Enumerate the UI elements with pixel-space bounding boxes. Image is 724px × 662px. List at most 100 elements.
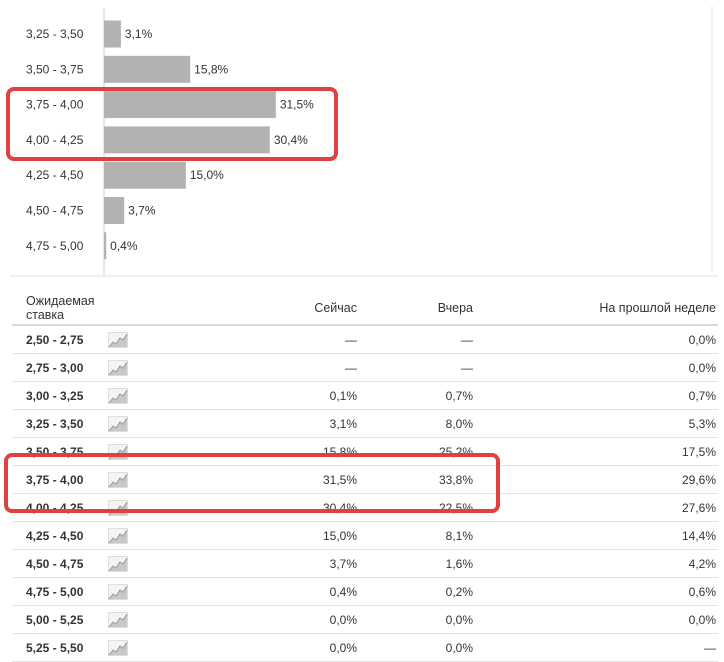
bar-value-label: 30,4%: [274, 133, 308, 147]
row-sparkline-cell: [106, 577, 260, 606]
row-now-value: 3,7%: [260, 549, 359, 578]
row-range: 4,75 - 5,00: [12, 577, 106, 606]
row-last-week-value: 4,2%: [475, 549, 718, 578]
table-row: 3,25 - 3,50 3,1% 8,0% 5,3%: [12, 409, 718, 438]
row-yesterday-value: 8,0%: [359, 409, 475, 438]
row-now-value: 3,1%: [260, 409, 359, 438]
table-row: 4,00 - 4,25 30,4% 22,5% 27,6%: [12, 493, 718, 522]
row-now-value: 0,1%: [260, 381, 359, 410]
table-header-row: Ожидаемая ставка Сейчас Вчера На прошлой…: [12, 292, 718, 326]
sparkline-chart-icon[interactable]: [108, 443, 128, 460]
row-range: 4,25 - 4,50: [12, 521, 106, 550]
row-range: 2,75 - 3,00: [12, 353, 106, 382]
row-sparkline-cell: [106, 465, 260, 494]
row-range: 3,50 - 3,75: [12, 437, 106, 466]
table-row: 4,75 - 5,00 0,4% 0,2% 0,6%: [12, 577, 718, 606]
table-row: 4,25 - 4,50 15,0% 8,1% 14,4%: [12, 521, 718, 550]
row-last-week-value: 0,0%: [475, 605, 718, 634]
header-now[interactable]: Сейчас: [260, 292, 359, 326]
sparkline-chart-icon[interactable]: [108, 415, 128, 432]
sparkline-chart-icon[interactable]: [108, 527, 128, 544]
bar[interactable]: [104, 55, 191, 83]
row-yesterday-value: 0,2%: [359, 577, 475, 606]
row-range: 3,25 - 3,50: [12, 409, 106, 438]
row-now-value: —: [260, 325, 359, 354]
row-yesterday-value: —: [359, 325, 475, 354]
table-row: 3,50 - 3,75 15,8% 25,2% 17,5%: [12, 437, 718, 466]
bar-value-label: 3,1%: [125, 27, 153, 41]
row-yesterday-value: 0,0%: [359, 633, 475, 662]
bar-value-label: 0,4%: [110, 239, 138, 253]
row-last-week-value: 5,3%: [475, 409, 718, 438]
row-range: 5,00 - 5,25: [12, 605, 106, 634]
category-label: 4,50 - 4,75: [26, 204, 84, 218]
row-sparkline-cell: [106, 633, 260, 662]
category-label: 3,50 - 3,75: [26, 62, 84, 76]
sparkline-chart-icon[interactable]: [108, 499, 128, 516]
table-row: 5,25 - 5,50 0,0% 0,0% —: [12, 633, 718, 662]
row-yesterday-value: —: [359, 353, 475, 382]
probability-table-area: Ожидаемая ставка Сейчас Вчера На прошлой…: [0, 282, 724, 662]
row-now-value: —: [260, 353, 359, 382]
row-range: 2,50 - 2,75: [12, 325, 106, 354]
row-sparkline-cell: [106, 493, 260, 522]
row-last-week-value: 0,7%: [475, 381, 718, 410]
row-range: 4,00 - 4,25: [12, 493, 106, 522]
row-now-value: 30,4%: [260, 493, 359, 522]
row-yesterday-value: 1,6%: [359, 549, 475, 578]
sparkline-chart-icon[interactable]: [108, 555, 128, 572]
row-last-week-value: 29,6%: [475, 465, 718, 494]
header-yesterday[interactable]: Вчера: [359, 292, 475, 326]
row-sparkline-cell: [106, 325, 260, 354]
row-now-value: 0,0%: [260, 605, 359, 634]
sparkline-chart-icon[interactable]: [108, 359, 128, 376]
sparkline-chart-icon[interactable]: [108, 387, 128, 404]
table-row: 2,75 - 3,00— —0,0%: [12, 353, 718, 382]
table-row: 3,00 - 3,25 0,1% 0,7% 0,7%: [12, 381, 718, 410]
row-sparkline-cell: [106, 381, 260, 410]
row-now-value: 15,8%: [260, 437, 359, 466]
bar[interactable]: [104, 232, 107, 260]
category-label: 4,25 - 4,50: [26, 168, 84, 182]
sparkline-chart-icon[interactable]: [108, 471, 128, 488]
header-last-week[interactable]: На прошлой неделе: [475, 292, 718, 326]
row-yesterday-value: 0,0%: [359, 605, 475, 634]
table-row: 2,50 - 2,75— —0,0%: [12, 325, 718, 354]
sparkline-chart-icon[interactable]: [108, 331, 128, 348]
bar-value-label: 31,5%: [280, 98, 314, 112]
bar[interactable]: [104, 161, 186, 189]
distribution-chart: 3,25 - 3,50 3,1% 3,50 - 3,75 15,8% 3,75 - 4,…: [0, 0, 724, 282]
row-range: 4,50 - 4,75: [12, 549, 106, 578]
row-last-week-value: 0,0%: [475, 325, 718, 354]
table-row: 4,50 - 4,75 3,7% 1,6% 4,2%: [12, 549, 718, 578]
bar[interactable]: [104, 197, 125, 224]
row-sparkline-cell: [106, 549, 260, 578]
bar[interactable]: [104, 91, 276, 119]
row-now-value: 15,0%: [260, 521, 359, 550]
table-body: 2,50 - 2,75— —0,0% 2,75 - 3,00— —0,0% 3,00 -…: [12, 325, 718, 662]
table-row: 5,00 - 5,25 0,0% 0,0% 0,0%: [12, 605, 718, 634]
row-sparkline-cell: [106, 353, 260, 382]
row-last-week-value: 0,0%: [475, 353, 718, 382]
table-row: 3,75 - 4,00 31,5% 33,8% 29,6%: [12, 465, 718, 494]
sparkline-chart-icon[interactable]: [108, 583, 128, 600]
bar[interactable]: [104, 126, 270, 154]
category-label: 4,75 - 5,00: [26, 239, 84, 253]
bar[interactable]: [104, 20, 121, 48]
row-now-value: 31,5%: [260, 465, 359, 494]
row-yesterday-value: 33,8%: [359, 465, 475, 494]
row-now-value: 0,4%: [260, 577, 359, 606]
category-label: 3,25 - 3,50: [26, 27, 84, 41]
bars-group: 3,25 - 3,50 3,1% 3,50 - 3,75 15,8% 3,75 - 4,…: [26, 20, 314, 260]
row-yesterday-value: 0,7%: [359, 381, 475, 410]
row-last-week-value: 14,4%: [475, 521, 718, 550]
row-yesterday-value: 8,1%: [359, 521, 475, 550]
row-sparkline-cell: [106, 521, 260, 550]
sparkline-chart-icon[interactable]: [108, 611, 128, 628]
row-now-value: 0,0%: [260, 633, 359, 662]
category-label: 4,00 - 4,25: [26, 133, 84, 147]
header-expected-rate[interactable]: Ожидаемая ставка: [12, 292, 106, 326]
row-sparkline-cell: [106, 437, 260, 466]
bar-value-label: 15,0%: [190, 168, 224, 182]
bar-chart-svg: 3,25 - 3,50 3,1% 3,50 - 3,75 15,8% 3,75 - 4,…: [10, 6, 718, 277]
